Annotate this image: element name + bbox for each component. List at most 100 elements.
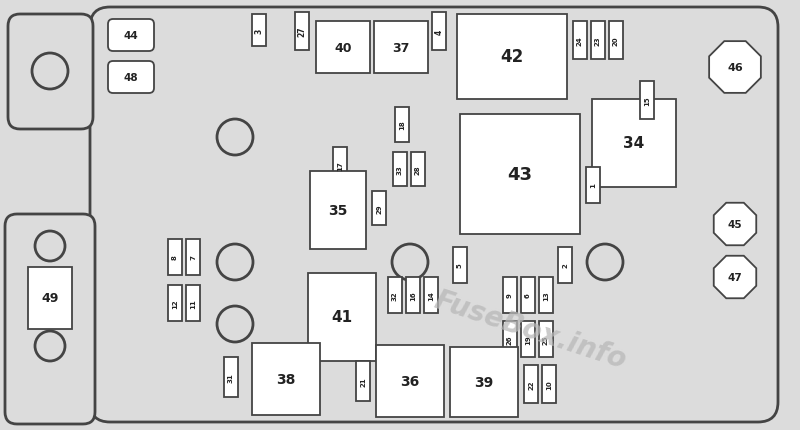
Text: 34: 34 xyxy=(623,136,645,151)
Bar xyxy=(186,286,200,321)
Bar xyxy=(453,247,467,283)
Text: 31: 31 xyxy=(228,372,234,382)
Text: 3: 3 xyxy=(254,28,263,34)
Text: 44: 44 xyxy=(124,31,138,41)
Bar xyxy=(424,277,438,313)
Text: 2: 2 xyxy=(562,263,568,268)
Circle shape xyxy=(35,231,65,261)
Bar xyxy=(168,240,182,275)
Bar xyxy=(372,191,386,225)
Polygon shape xyxy=(714,203,756,246)
Polygon shape xyxy=(714,256,756,298)
Text: 1: 1 xyxy=(590,183,596,188)
Text: 14: 14 xyxy=(428,290,434,300)
Text: 26: 26 xyxy=(507,335,513,344)
Bar xyxy=(356,361,370,401)
Text: 28: 28 xyxy=(415,165,421,175)
Text: 47: 47 xyxy=(728,272,742,283)
Text: 20: 20 xyxy=(613,36,619,46)
Text: 21: 21 xyxy=(360,376,366,386)
Text: 7: 7 xyxy=(190,255,196,260)
Text: 24: 24 xyxy=(577,36,583,46)
Bar xyxy=(609,22,623,60)
Bar xyxy=(503,277,517,313)
Text: 15: 15 xyxy=(644,96,650,106)
Text: 39: 39 xyxy=(474,375,494,389)
Text: 4: 4 xyxy=(434,29,443,34)
Bar xyxy=(640,82,654,120)
Text: 10: 10 xyxy=(546,379,552,389)
Circle shape xyxy=(32,54,68,90)
Circle shape xyxy=(217,120,253,156)
Circle shape xyxy=(392,244,428,280)
Text: 25: 25 xyxy=(543,335,549,344)
Bar xyxy=(310,172,366,249)
Text: 32: 32 xyxy=(392,291,398,300)
Text: 16: 16 xyxy=(410,291,416,300)
Text: 40: 40 xyxy=(334,41,352,54)
Bar xyxy=(460,115,580,234)
Text: 41: 41 xyxy=(331,310,353,325)
Bar xyxy=(586,168,600,203)
Bar xyxy=(395,108,409,143)
Bar xyxy=(186,240,200,275)
FancyBboxPatch shape xyxy=(5,215,95,424)
Bar xyxy=(432,13,446,51)
Circle shape xyxy=(217,244,253,280)
Bar xyxy=(539,277,553,313)
Circle shape xyxy=(587,244,623,280)
Text: 19: 19 xyxy=(525,335,531,344)
Bar xyxy=(592,100,676,187)
Text: 35: 35 xyxy=(328,203,348,218)
Text: 48: 48 xyxy=(124,73,138,83)
Text: 13: 13 xyxy=(543,290,549,300)
Text: 27: 27 xyxy=(298,27,306,37)
Bar xyxy=(252,15,266,47)
Text: 43: 43 xyxy=(507,166,533,184)
Polygon shape xyxy=(709,42,761,94)
Bar xyxy=(521,277,535,313)
Bar xyxy=(558,247,572,283)
Text: 17: 17 xyxy=(337,161,343,170)
Text: 9: 9 xyxy=(507,293,513,298)
Text: 49: 49 xyxy=(42,292,58,305)
Bar xyxy=(591,22,605,60)
Text: 46: 46 xyxy=(727,63,743,73)
Text: FuseBox.info: FuseBox.info xyxy=(430,285,630,373)
Text: 38: 38 xyxy=(276,372,296,386)
Text: 22: 22 xyxy=(528,379,534,389)
Bar xyxy=(406,277,420,313)
Bar xyxy=(316,22,370,74)
Bar xyxy=(521,321,535,357)
Bar xyxy=(374,22,428,74)
FancyBboxPatch shape xyxy=(108,20,154,52)
Text: 42: 42 xyxy=(500,49,524,66)
Bar xyxy=(573,22,587,60)
Text: 6: 6 xyxy=(525,293,531,298)
Bar xyxy=(28,267,72,329)
Text: 36: 36 xyxy=(400,374,420,388)
Bar xyxy=(224,357,238,397)
Text: 33: 33 xyxy=(397,165,403,175)
FancyBboxPatch shape xyxy=(108,62,154,94)
Bar xyxy=(411,153,425,187)
Bar xyxy=(333,147,347,184)
Text: 18: 18 xyxy=(399,120,405,130)
Bar xyxy=(393,153,407,187)
Bar xyxy=(539,321,553,357)
FancyBboxPatch shape xyxy=(8,15,93,130)
Bar xyxy=(308,273,376,361)
Bar xyxy=(524,365,538,403)
Text: 29: 29 xyxy=(376,204,382,213)
Text: 12: 12 xyxy=(172,298,178,308)
Text: 23: 23 xyxy=(595,36,601,46)
Text: 11: 11 xyxy=(190,298,196,308)
Text: 5: 5 xyxy=(457,263,463,268)
Bar xyxy=(252,343,320,415)
Bar xyxy=(295,13,309,51)
Circle shape xyxy=(35,331,65,361)
Bar xyxy=(450,347,518,417)
Bar xyxy=(542,365,556,403)
Text: 45: 45 xyxy=(728,219,742,230)
Bar xyxy=(503,321,517,357)
